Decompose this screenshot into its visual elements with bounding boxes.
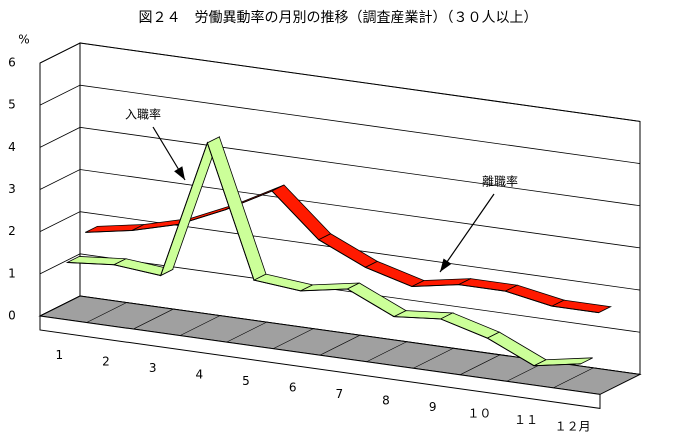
grid-line [39, 169, 641, 249]
floor-divider [459, 354, 501, 376]
floor-divider [319, 334, 361, 356]
x-tick-label: １０ [467, 407, 491, 421]
series-label: 入職率 [125, 107, 161, 122]
x-tick-label: 5 [242, 374, 250, 388]
floor-divider [226, 321, 267, 343]
floor-divider [273, 328, 314, 349]
x-tick-label: 2 [102, 354, 110, 368]
series-line [67, 141, 581, 367]
y-tick-label: 2 [8, 224, 16, 238]
x-tick-label: 6 [289, 380, 297, 394]
floor-divider [133, 308, 174, 330]
grid-line [39, 42, 641, 122]
arrow-head [440, 258, 452, 272]
x-tick-label: 3 [149, 361, 157, 375]
grid-line [39, 253, 641, 333]
x-tick-label: 8 [382, 394, 390, 408]
grid-line [39, 126, 641, 207]
x-tick-label: １１ [514, 413, 538, 427]
grid-line [39, 211, 641, 291]
x-tick-label: 9 [429, 400, 437, 414]
series-label: 離職率 [482, 174, 518, 189]
floor-divider [413, 347, 454, 369]
grid-line [39, 84, 641, 164]
y-tick-label: 6 [8, 56, 16, 70]
y-tick-label: 1 [8, 266, 16, 280]
floor-divider [553, 367, 594, 389]
chart-title: 図２４ 労働異動率の月別の推移（調査産業計）（３０人以上） [139, 9, 538, 26]
arrow-shaft [439, 193, 495, 273]
floor-divider [86, 302, 127, 323]
y-tick-label: 4 [8, 140, 16, 154]
y-tick-label: 0 [8, 309, 16, 323]
y-tick-label: 5 [8, 98, 16, 112]
x-tick-label: 1 [56, 348, 64, 362]
series-line [85, 190, 599, 314]
y-axis-label: % [18, 33, 29, 47]
x-tick-label: １２月 [555, 420, 591, 434]
floor-divider [366, 341, 407, 363]
x-tick-label: 4 [196, 367, 204, 381]
y-tick-label: 3 [8, 182, 16, 196]
x-tick-label: 7 [336, 387, 344, 401]
floor-divider [179, 315, 221, 336]
arrow-head [174, 166, 185, 180]
